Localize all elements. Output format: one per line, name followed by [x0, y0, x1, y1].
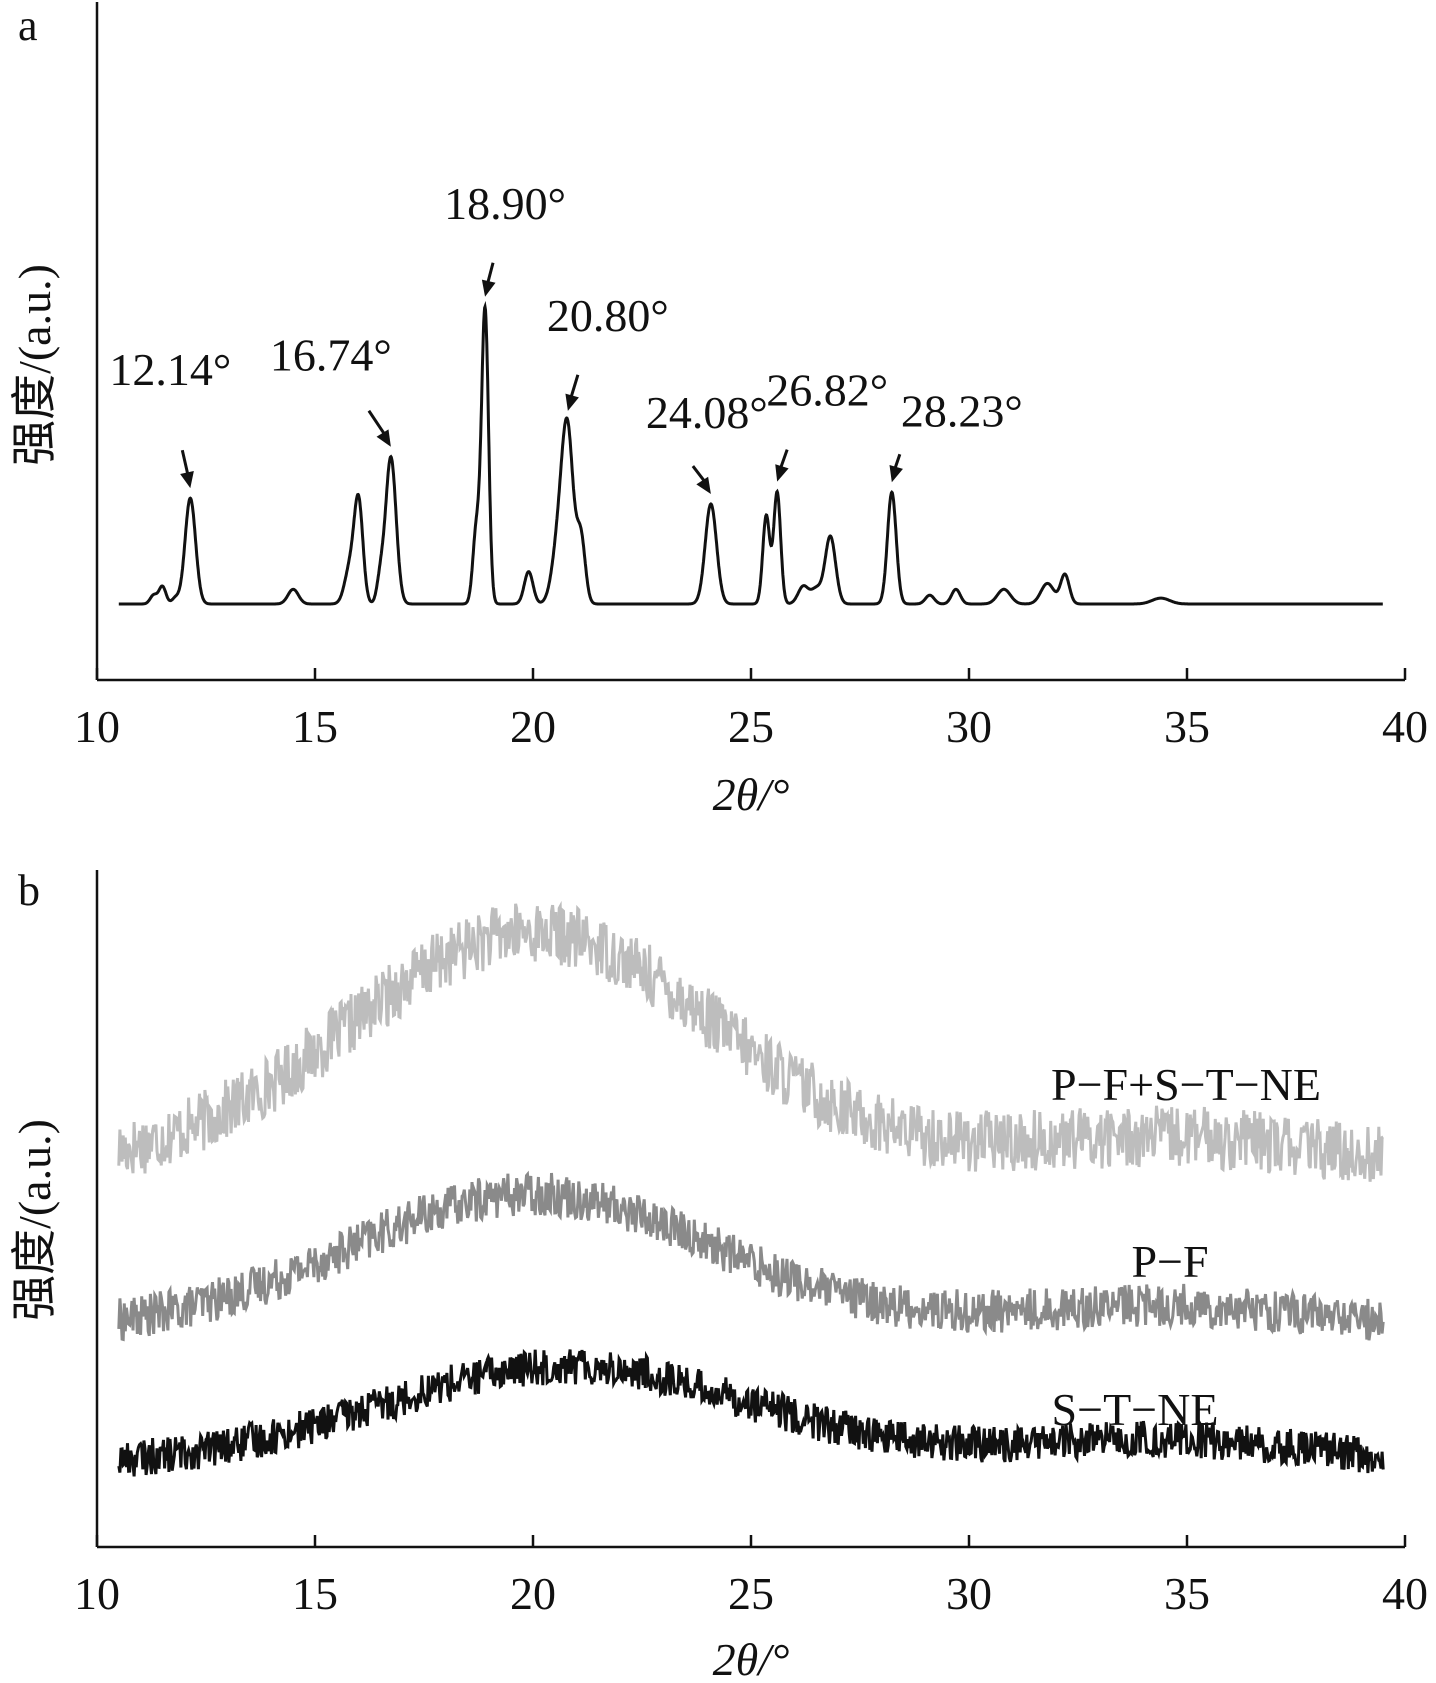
peak-arrowhead	[889, 464, 903, 483]
peak-arrowhead	[481, 279, 496, 297]
panel-a: a 强度/(a.u.) 2θ/° 10 15 20 25 30 35 40 12.14° 16…	[9, 1, 1428, 820]
panel-a-x-tick-label: 15	[292, 701, 338, 752]
panel-b: b 强度/(a.u.) 2θ/° 10 15 20 25 30 35 40 P−F+S−T−…	[9, 866, 1428, 1683]
peak-label: 16.74°	[270, 330, 392, 381]
panel-a-xrd-curve	[118, 300, 1383, 606]
peak-label: 24.08°	[646, 387, 768, 438]
panel-b-x-tick-label: 35	[1164, 1568, 1210, 1619]
panel-b-x-title: 2θ/°	[713, 1634, 790, 1683]
series-line-2	[117, 1348, 1385, 1477]
series-line-1	[117, 1170, 1385, 1342]
panel-b-x-tick-label: 15	[292, 1568, 338, 1619]
peak-label: 18.90°	[444, 178, 566, 229]
series-line-0	[117, 900, 1384, 1182]
series-label: P−F	[1131, 1236, 1208, 1287]
peak-arrowhead	[376, 429, 391, 447]
peak-label: 28.23°	[901, 385, 1023, 436]
panel-b-y-title: 强度/(a.u.)	[9, 1119, 60, 1321]
panel-a-y-title: 强度/(a.u.)	[9, 264, 60, 466]
panel-a-letter: a	[18, 1, 38, 50]
panel-b-letter: b	[18, 866, 40, 915]
panel-b-ticks: 10 15 20 25 30 35 40	[74, 1535, 1428, 1619]
panel-a-x-tick-label: 20	[510, 701, 556, 752]
panel-b-x-tick-label: 20	[510, 1568, 556, 1619]
peak-label: 20.80°	[547, 290, 669, 341]
panel-a-x-tick-label: 40	[1382, 701, 1428, 752]
panel-a-ticks: 10 15 20 25 30 35 40	[74, 668, 1428, 752]
panel-a-x-tick-label: 10	[74, 701, 120, 752]
panel-b-x-tick-label: 25	[728, 1568, 774, 1619]
peak-arrowhead	[180, 471, 194, 489]
panel-b-x-tick-label: 30	[946, 1568, 992, 1619]
panel-b-series	[117, 900, 1385, 1477]
panel-a-x-tick-label: 30	[946, 701, 992, 752]
panel-b-x-tick-label: 40	[1382, 1568, 1428, 1619]
panel-a-peak-annotations: 12.14° 16.74° 18.90° 20.80° 24.08°26.82° 28.2…	[109, 178, 1023, 495]
peak-arrowhead	[565, 393, 579, 411]
peak-arrowhead	[775, 464, 789, 482]
peak-label: 26.82°	[766, 365, 888, 416]
panel-a-x-tick-label: 25	[728, 701, 774, 752]
peak-label: 12.14°	[109, 344, 231, 395]
panel-a-x-tick-label: 35	[1164, 701, 1210, 752]
series-label: P−F+S−T−NE	[1051, 1059, 1321, 1110]
series-label: S−T−NE	[1052, 1384, 1219, 1435]
peak-arrowhead	[696, 476, 711, 495]
panel-b-series-labels: P−F+S−T−NE P−F S−T−NE	[1051, 1059, 1321, 1435]
panel-b-x-tick-label: 10	[74, 1568, 120, 1619]
panel-a-x-title: 2θ/°	[713, 769, 790, 820]
